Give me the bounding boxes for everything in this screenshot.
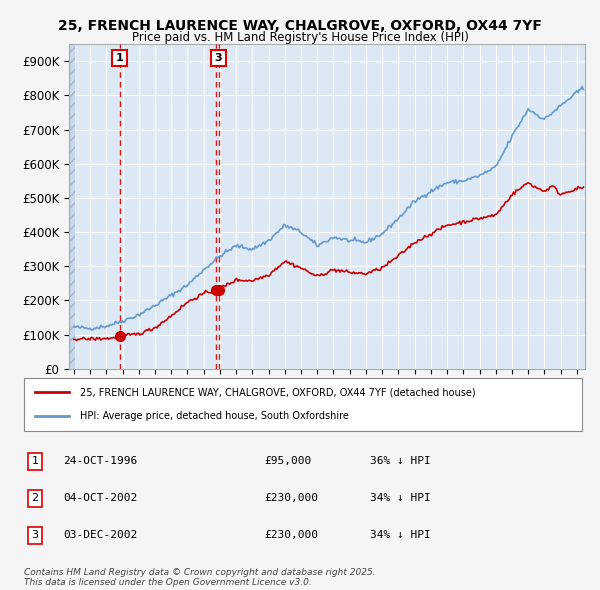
Text: £230,000: £230,000 — [264, 530, 318, 540]
Text: 2: 2 — [32, 493, 39, 503]
Text: 25, FRENCH LAURENCE WAY, CHALGROVE, OXFORD, OX44 7YF (detached house): 25, FRENCH LAURENCE WAY, CHALGROVE, OXFO… — [80, 388, 475, 398]
Text: 04-OCT-2002: 04-OCT-2002 — [63, 493, 137, 503]
Text: Contains HM Land Registry data © Crown copyright and database right 2025.
This d: Contains HM Land Registry data © Crown c… — [24, 568, 376, 587]
Text: £95,000: £95,000 — [264, 456, 311, 466]
Text: 36% ↓ HPI: 36% ↓ HPI — [370, 456, 431, 466]
Text: 34% ↓ HPI: 34% ↓ HPI — [370, 493, 431, 503]
Bar — [69, 44, 74, 369]
Text: 3: 3 — [32, 530, 38, 540]
Text: 34% ↓ HPI: 34% ↓ HPI — [370, 530, 431, 540]
Text: 25, FRENCH LAURENCE WAY, CHALGROVE, OXFORD, OX44 7YF: 25, FRENCH LAURENCE WAY, CHALGROVE, OXFO… — [58, 19, 542, 33]
Text: 3: 3 — [215, 53, 223, 63]
Text: HPI: Average price, detached house, South Oxfordshire: HPI: Average price, detached house, Sout… — [80, 411, 349, 421]
Text: 24-OCT-1996: 24-OCT-1996 — [63, 456, 137, 466]
Text: 03-DEC-2002: 03-DEC-2002 — [63, 530, 137, 540]
Text: £230,000: £230,000 — [264, 493, 318, 503]
Text: 1: 1 — [116, 53, 124, 63]
Text: Price paid vs. HM Land Registry's House Price Index (HPI): Price paid vs. HM Land Registry's House … — [131, 31, 469, 44]
Text: 1: 1 — [32, 456, 38, 466]
FancyBboxPatch shape — [24, 378, 582, 431]
